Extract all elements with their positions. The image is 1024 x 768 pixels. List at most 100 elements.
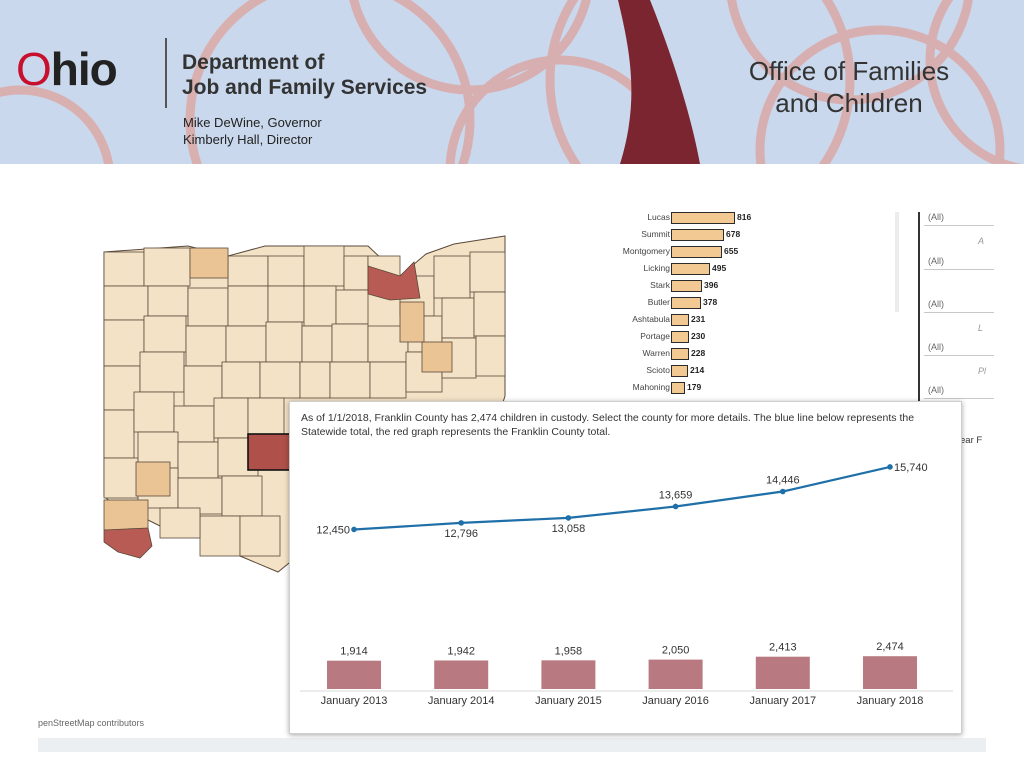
county-bar[interactable]: [671, 365, 688, 377]
county-bar[interactable]: [671, 331, 689, 343]
filter-dropdown[interactable]: (All): [924, 342, 994, 356]
county-name: Portage: [640, 331, 670, 341]
statewide-point: [672, 503, 679, 510]
statewide-data-label: 15,740: [894, 462, 928, 474]
county-value: 228: [691, 348, 706, 358]
county-value: 655: [724, 246, 739, 256]
county-value: 495: [712, 263, 727, 273]
county-value: 214: [690, 365, 705, 375]
county-name: Licking: [643, 263, 670, 273]
filter-dropdown[interactable]: (All): [924, 299, 994, 313]
county-bar[interactable]: [671, 382, 685, 394]
filter-caption: Pl: [978, 366, 987, 376]
county-grid[interactable]: [103, 245, 506, 557]
county-value: 396: [704, 280, 719, 290]
county-butler[interactable]: [103, 499, 149, 531]
office-title: Office of Families and Children: [748, 56, 950, 118]
county-row[interactable]: Portage 230: [598, 329, 798, 346]
statewide-point: [887, 464, 893, 470]
county-lucas[interactable]: [189, 247, 229, 279]
county-hamilton[interactable]: [103, 527, 153, 559]
filter-caption: L: [978, 323, 984, 333]
statewide-point: [458, 520, 464, 526]
statewide-data-label: 13,058: [552, 523, 586, 535]
highlighted-counties[interactable]: [103, 247, 453, 559]
county-row[interactable]: Butler 378: [598, 295, 798, 312]
x-tick-label: January 2014: [428, 695, 495, 707]
statewide-data-label: 13,659: [659, 489, 693, 501]
county-row[interactable]: Montgomery 655: [598, 244, 798, 261]
county-bar[interactable]: [671, 246, 722, 258]
county-bar[interactable]: [671, 348, 689, 360]
county-stark[interactable]: [421, 341, 453, 373]
statewide-trend-line: [353, 465, 891, 531]
x-tick-label: January 2016: [642, 695, 709, 707]
county-row[interactable]: Ashtabula 231: [598, 312, 798, 329]
county-bar[interactable]: [671, 297, 701, 309]
statewide-data-label: 12,796: [444, 528, 478, 540]
county-franklin-selected[interactable]: [247, 433, 291, 471]
statewide-point: [351, 526, 357, 533]
county-row[interactable]: Lucas 816: [598, 210, 798, 227]
map-attribution[interactable]: penStreetMap contributors: [38, 718, 145, 728]
county-bar[interactable]: [671, 280, 702, 292]
statewide-data-label: 12,450: [316, 524, 350, 536]
ohio-logo: Ohio: [16, 43, 118, 95]
county-row[interactable]: Mahoning 179: [598, 380, 798, 397]
county-bar[interactable]: [671, 229, 724, 241]
top-counties-bar-list[interactable]: Lucas 816 Summit 678 Montgomery 655 Licking 495…: [598, 210, 798, 397]
county-value: 230: [691, 331, 706, 341]
x-tick-label: January 2017: [749, 695, 816, 707]
county-total-bar: [755, 656, 810, 689]
county-total-bar: [327, 660, 381, 689]
x-tick-label: January 2015: [535, 695, 602, 707]
county-name: Scioto: [646, 365, 670, 375]
county-data-label: 1,914: [340, 646, 368, 658]
county-montgomery[interactable]: [135, 461, 171, 497]
county-row[interactable]: Warren 228: [598, 346, 798, 363]
department-title: Department of Job and Family Services: [182, 51, 428, 99]
county-value: 378: [703, 297, 718, 307]
county-data-label: 1,942: [447, 645, 475, 657]
county-total-bar: [541, 660, 596, 689]
filter-divider: [918, 212, 920, 447]
dashboard-footer-bar: [38, 738, 986, 752]
x-tick-label: January 2013: [321, 695, 388, 707]
county-bar[interactable]: [671, 263, 710, 275]
county-bar[interactable]: [671, 212, 735, 224]
county-bar[interactable]: [671, 314, 689, 326]
statewide-point: [780, 488, 786, 495]
county-summit[interactable]: [399, 301, 425, 343]
statewide-point: [565, 515, 572, 521]
x-tick-label: January 2018: [857, 695, 924, 707]
filter-dropdown[interactable]: (All): [924, 256, 994, 270]
county-data-label: 2,413: [769, 642, 797, 654]
county-data-label: 2,474: [876, 641, 904, 653]
county-cuyahoga[interactable]: [367, 261, 421, 301]
county-row[interactable]: Licking 495: [598, 261, 798, 278]
county-row[interactable]: Scioto 214: [598, 363, 798, 380]
county-list-scrollbar[interactable]: [895, 212, 899, 312]
filter-dropdown[interactable]: (All): [924, 385, 994, 399]
county-name: Stark: [650, 280, 670, 290]
header-banner: Ohio Department of Job and Family Servic…: [0, 0, 1024, 164]
county-value: 231: [691, 314, 706, 324]
county-total-bar: [863, 656, 917, 689]
filter-dropdown[interactable]: (All): [924, 212, 994, 226]
county-value: 678: [726, 229, 741, 239]
county-name: Montgomery: [622, 246, 670, 256]
county-name: Mahoning: [632, 382, 670, 392]
county-name: Summit: [641, 229, 670, 239]
county-value: 816: [737, 212, 752, 222]
county-name: Ashtabula: [632, 314, 670, 324]
logo-divider: [165, 38, 167, 108]
county-row[interactable]: Stark 396: [598, 278, 798, 295]
trend-chart: 12,450 12,796 13,058 13,659 14,446 15,740 1,91…: [300, 462, 953, 707]
county-name: Butler: [647, 297, 670, 307]
county-name: Lucas: [647, 212, 670, 222]
county-data-label: 1,958: [555, 645, 583, 657]
county-total-bar: [434, 660, 489, 689]
leadership-names: Mike DeWine, Governor Kimberly Hall, Dir…: [183, 115, 322, 147]
county-row[interactable]: Summit 678: [598, 227, 798, 244]
county-total-bar: [648, 659, 703, 689]
